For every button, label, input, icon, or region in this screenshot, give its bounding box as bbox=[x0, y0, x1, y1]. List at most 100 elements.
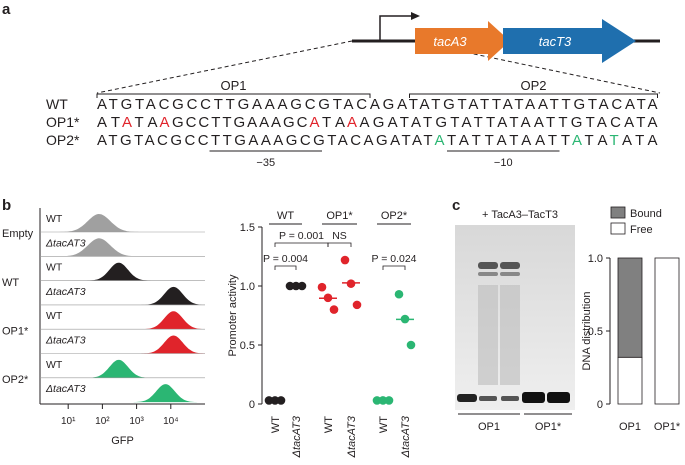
sequence-segment: GCCTTGAAAGC bbox=[172, 114, 308, 131]
site-label: OP2 bbox=[520, 78, 546, 93]
lane-label: OP1* bbox=[535, 421, 562, 433]
group-label: WT bbox=[2, 277, 19, 289]
promoter-arrowhead bbox=[411, 12, 420, 20]
data-point bbox=[276, 396, 286, 405]
x-tick-label: WT bbox=[270, 416, 282, 433]
x-tick-label: WT bbox=[378, 416, 390, 433]
x-tick-label: OP1* bbox=[654, 421, 681, 433]
data-point bbox=[329, 305, 339, 314]
data-point bbox=[378, 396, 388, 405]
row-label: ΔtacAT3 bbox=[45, 335, 86, 347]
group-label: Empty bbox=[2, 228, 34, 240]
sequence-segment: AT bbox=[97, 114, 120, 131]
y-tick-label: 1.0 bbox=[240, 281, 255, 293]
row-label: WT bbox=[46, 213, 63, 225]
group-label: OP1* bbox=[2, 325, 29, 337]
gel-band bbox=[547, 392, 570, 403]
significance-bracket bbox=[382, 265, 406, 270]
data-point bbox=[270, 396, 280, 405]
significance-bracket bbox=[327, 242, 352, 247]
x-tick-label: ΔtacAT3 bbox=[346, 415, 358, 458]
gene-label: tacA3 bbox=[433, 34, 467, 49]
promoter-arrow bbox=[379, 15, 412, 41]
bar bbox=[654, 257, 680, 405]
group-header: OP1* bbox=[326, 210, 353, 222]
site-bracket bbox=[96, 93, 371, 98]
data-point bbox=[384, 396, 394, 405]
histogram bbox=[40, 238, 205, 257]
legend-swatch bbox=[610, 222, 626, 235]
zoom-line bbox=[96, 40, 353, 94]
gel-band bbox=[522, 392, 545, 403]
data-point bbox=[394, 289, 404, 299]
significance-label: NS bbox=[332, 230, 347, 242]
panel-label: a bbox=[2, 1, 11, 18]
row-label: WT bbox=[46, 262, 63, 274]
legend-label: Bound bbox=[630, 208, 662, 220]
group-header: WT bbox=[277, 210, 294, 222]
gel-title: + TacA3–TacT3 bbox=[482, 209, 558, 221]
significance-label: P = 0.001 bbox=[279, 230, 324, 242]
gel-band bbox=[478, 262, 498, 269]
x-tick-label: ΔtacAT3 bbox=[400, 415, 412, 458]
sequence-segment: A bbox=[347, 114, 357, 131]
sequence-segment: A bbox=[435, 132, 445, 149]
panel-label: b bbox=[2, 197, 11, 214]
histogram bbox=[40, 214, 205, 232]
gel-band bbox=[501, 396, 519, 401]
sequence-segment: T bbox=[610, 132, 619, 149]
x-tick-label: 10¹ bbox=[61, 416, 76, 427]
sequence-segment: AGATATGTATTATAATTGTACATA bbox=[360, 114, 658, 131]
data-point bbox=[400, 314, 410, 324]
x-tick-label: WT bbox=[323, 416, 335, 433]
gene-arrow bbox=[415, 21, 510, 61]
row-label: ΔtacAT3 bbox=[45, 286, 86, 298]
gel-band bbox=[500, 262, 520, 269]
gel-smear bbox=[500, 285, 520, 385]
x-axis-label: GFP bbox=[111, 435, 134, 447]
row-label: WT bbox=[46, 310, 63, 322]
sequence-segment: TATTATAATT bbox=[447, 132, 570, 149]
row-label: ΔtacAT3 bbox=[45, 237, 86, 249]
gel-band bbox=[457, 394, 477, 402]
data-point bbox=[291, 281, 301, 291]
data-point bbox=[264, 396, 274, 405]
y-tick-label: 0.5 bbox=[588, 326, 603, 338]
group-header: OP2* bbox=[381, 210, 408, 222]
sequence-name: OP1* bbox=[46, 114, 80, 130]
x-tick-label: ΔtacAT3 bbox=[291, 415, 303, 458]
gel-band bbox=[500, 272, 520, 276]
site-label: OP1 bbox=[220, 78, 246, 93]
sequence-name: WT bbox=[46, 96, 68, 112]
sequence-segment: TA bbox=[322, 114, 345, 131]
x-tick-label: 10³ bbox=[129, 416, 144, 427]
y-axis-label: DNA distribution bbox=[581, 292, 593, 371]
significance-label: P = 0.004 bbox=[263, 253, 308, 265]
data-point bbox=[317, 282, 327, 292]
group-label: OP2* bbox=[2, 374, 29, 386]
data-point bbox=[346, 279, 356, 288]
y-tick-label: 0.5 bbox=[240, 340, 255, 352]
y-axis-label: Promoter activity bbox=[227, 274, 239, 356]
sequence-segment: TA bbox=[585, 132, 608, 149]
y-tick-label: 1.5 bbox=[240, 222, 255, 234]
x-tick-label: 10² bbox=[95, 416, 110, 427]
x-tick-label: 10⁴ bbox=[163, 416, 178, 427]
data-point bbox=[323, 293, 333, 303]
gel-image bbox=[455, 225, 575, 415]
sequence-segment: A bbox=[122, 114, 132, 131]
gene-label: tacT3 bbox=[539, 34, 572, 49]
sequence-segment: A bbox=[310, 114, 320, 131]
data-point bbox=[285, 281, 295, 291]
x-tick-label: OP1 bbox=[619, 421, 641, 433]
sequence-segment: TA bbox=[135, 114, 158, 131]
significance-bracket bbox=[274, 265, 297, 270]
data-point bbox=[406, 340, 416, 350]
gel-smear bbox=[478, 285, 498, 385]
histogram bbox=[40, 359, 205, 378]
significance-bracket bbox=[274, 242, 329, 247]
row-label: ΔtacAT3 bbox=[45, 383, 86, 395]
sequence-name: OP2* bbox=[46, 132, 80, 148]
